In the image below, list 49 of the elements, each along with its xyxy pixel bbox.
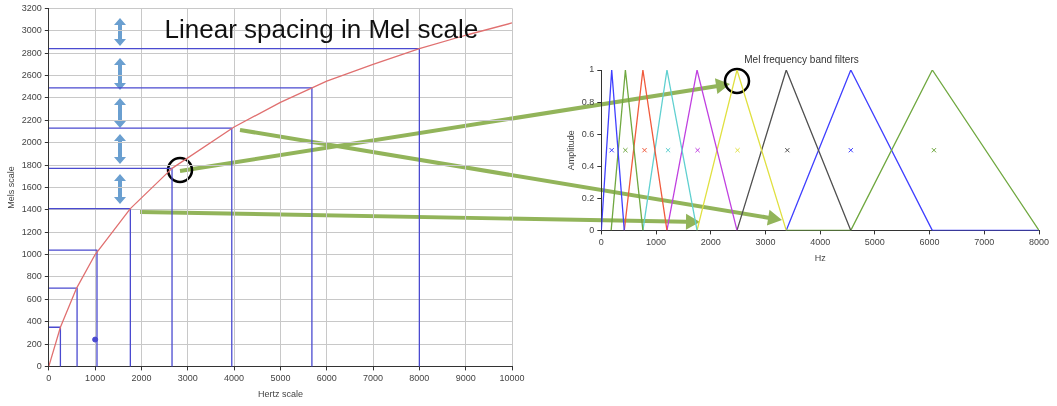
x-tick-label: 8000 [409,373,430,384]
chart-title: Mel frequency band filters [744,53,859,65]
x-tick-label: 0 [46,373,52,384]
y-tick-label: 0 [589,224,595,235]
x-tick-label: 6000 [919,237,940,248]
y-tick-label: 2000 [21,137,42,148]
x-tick-label: 5000 [270,373,291,384]
x-tick-label: 5000 [864,237,885,248]
y-tick-label: 1200 [21,226,42,237]
y-axis-title: Amplitude [565,130,576,171]
y-tick-label: 1600 [21,181,42,192]
x-tick-label: 4000 [810,237,831,248]
x-tick-label: 2000 [131,373,152,384]
x-tick-label: 2000 [700,237,721,248]
x-axis-title: Hertz scale [257,389,303,400]
y-tick-label: 0.2 [581,192,595,203]
y-tick-label: 200 [26,338,42,349]
y-tick-label: 1000 [21,249,42,260]
y-tick-label: 2800 [21,47,42,58]
x-tick-label: 4000 [224,373,245,384]
x-tick-label: 1000 [646,237,667,248]
x-tick-label: 3000 [755,237,776,248]
x-tick-label: 1000 [85,373,106,384]
y-tick-label: 1 [589,64,595,75]
x-tick-label: 9000 [455,373,476,384]
y-tick-label: 400 [26,316,42,327]
x-tick-label: 7000 [363,373,384,384]
y-tick-label: 600 [26,293,42,304]
x-tick-label: 7000 [974,237,995,248]
x-axis-title: Hz [814,253,827,264]
x-tick-label: 0 [598,237,604,248]
y-tick-label: 3000 [21,25,42,36]
annotation: Linear spacing in Mel scale [164,13,479,44]
y-tick-label: 0.8 [581,96,595,107]
y-tick-label: 2600 [21,70,42,81]
y-tick-label: 800 [26,271,42,282]
x-tick-label: 6000 [316,373,337,384]
x-tick-label: 8000 [1028,237,1050,248]
x-tick-label: 10000 [499,373,525,384]
y-tick-label: 0 [36,360,42,371]
y-tick-label: 1800 [21,159,42,170]
y-tick-label: 3200 [21,2,42,13]
y-tick-label: 2200 [21,114,42,125]
y-axis-title: Mels scale [5,166,16,209]
y-tick-label: 0.6 [581,128,595,139]
y-tick-label: 2400 [21,92,42,103]
x-tick-label: 3000 [177,373,198,384]
y-tick-label: 1400 [21,204,42,215]
y-tick-label: 0.4 [581,160,595,171]
